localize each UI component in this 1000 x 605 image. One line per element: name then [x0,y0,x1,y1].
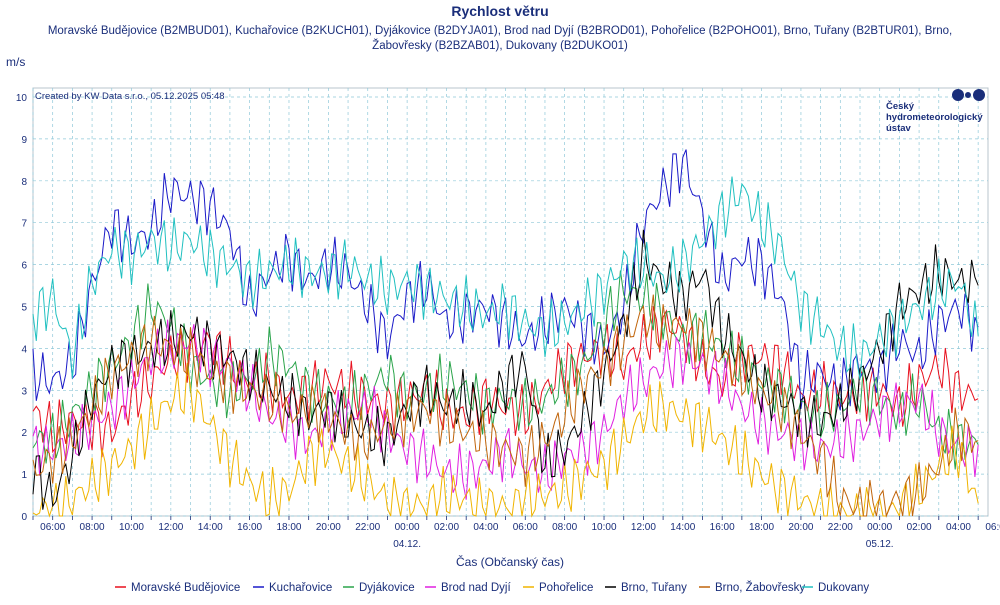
y-axis-unit-label: m/s [6,55,25,69]
x-axis-title: Čas (Občanský čas) [456,554,564,569]
x-tick-label: 20:00 [788,522,813,533]
x-tick-label: 16:00 [237,522,262,533]
x-tick-label: 06:00 [40,522,65,533]
legend-label-2: Dyjákovice [359,582,415,594]
x-tick-label: 04:00 [946,522,971,533]
chart-credit: Created by KW Data s.r.o., 05.12.2025 05… [35,91,225,102]
legend-label-3: Brod nad Dyjí [441,582,511,594]
y-tick-label: 10 [16,93,28,104]
legend: Moravské Budějovice Kuchařovice Dyjákovice… [115,581,869,594]
series-layer [32,149,979,518]
x-tick-label: 18:00 [276,522,301,533]
x-tick-label: 02:00 [907,522,932,533]
y-tick-label: 9 [21,135,27,146]
x-tick-label: 14:00 [198,522,223,533]
series-line-1 [32,149,979,411]
x-tick-label: 14:00 [670,522,695,533]
chmi-logo-icon [952,89,985,101]
logo-line-1: Český [886,100,915,112]
x-tick-label: 18:00 [749,522,774,533]
legend-label-5: Brno, Tuřany [621,582,687,594]
y-tick-label: 3 [21,386,27,397]
legend-label-1: Kuchařovice [269,582,332,594]
y-tick-label: 1 [21,470,27,481]
x-tick-label: 12:00 [158,522,183,533]
chmi-logo: Český hydrometeorologický ústav [886,89,985,134]
x-tick-label: 06:00 [985,522,1000,533]
chart-title: Rychlost větru [451,3,548,19]
logo-line-3: ústav [886,123,912,134]
series-line-7 [32,176,979,380]
chart-subtitle-line-2: Žabovřesky (B2BZAB01), Dukovany (B2DUKO0… [372,39,628,52]
x-tick-label: 10:00 [119,522,144,533]
y-tick-label: 4 [21,344,27,355]
y-tick-label: 2 [21,428,27,439]
x-tick-label: 16:00 [710,522,735,533]
x-tick-label: 08:00 [552,522,577,533]
legend-label-4: Pohořelice [539,582,593,594]
date-label: 05.12. [866,539,894,550]
x-tick-label: 12:00 [631,522,656,533]
axis-layer: 0 1 2 3 4 5 6 7 8 9 10 06:00 08:00 10:00 12:00 14:00 16:… [16,93,1000,550]
series-line-3 [32,319,979,500]
legend-label-0: Moravské Budějovice [131,582,240,594]
y-tick-label: 7 [21,219,27,230]
x-tick-label: 20:00 [316,522,341,533]
y-tick-label: 5 [21,303,27,314]
x-tick-label: 22:00 [355,522,380,533]
series-line-4 [32,362,979,518]
x-tick-label: 10:00 [592,522,617,533]
series-line-6 [32,294,979,518]
legend-label-6: Brno, Žabovřesky [715,581,805,594]
x-tick-label: 06:00 [513,522,538,533]
x-tick-label: 04:00 [473,522,498,533]
y-tick-label: 8 [21,177,27,188]
series-line-5 [32,229,979,510]
legend-label-7: Dukovany [818,582,869,594]
series-line-2 [32,270,979,470]
logo-line-2: hydrometeorologický [886,112,983,123]
x-tick-label: 22:00 [828,522,853,533]
x-tick-label: 00:00 [867,522,892,533]
y-tick-label: 0 [21,512,27,523]
chart-subtitle-line-1: Moravské Budějovice (B2MBUD01), Kuchařov… [48,25,952,37]
x-tick-label: 02:00 [434,522,459,533]
date-label: 04.12. [393,539,421,550]
y-tick-label: 6 [21,261,27,272]
x-tick-label: 08:00 [80,522,105,533]
plot-frame [32,87,989,517]
x-tick-label: 00:00 [395,522,420,533]
